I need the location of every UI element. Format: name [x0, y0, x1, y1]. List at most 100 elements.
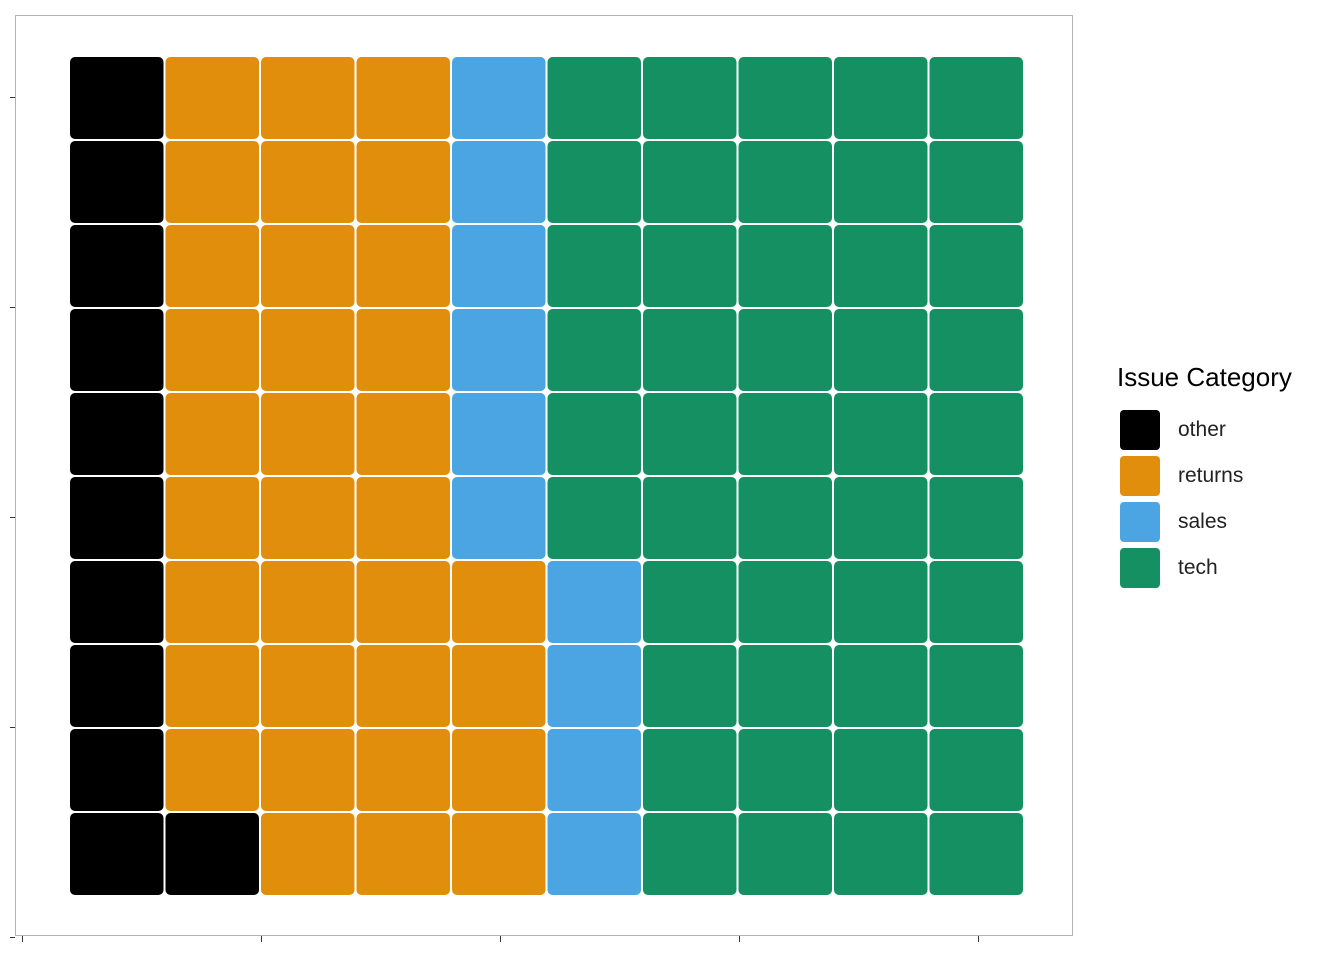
tile-sales — [547, 645, 641, 727]
tile-tech — [834, 225, 928, 307]
legend-items: other returns sales tech — [1117, 407, 1292, 591]
tile-tech — [929, 225, 1023, 307]
tile-tech — [929, 561, 1023, 643]
tile-tech — [738, 309, 832, 391]
tile-tech — [738, 393, 832, 475]
legend-key — [1120, 456, 1160, 496]
tile-returns — [165, 477, 259, 559]
tile-tech — [834, 57, 928, 139]
tile-returns — [261, 813, 355, 895]
tile-sales — [547, 561, 641, 643]
tile-tech — [643, 225, 737, 307]
tile-returns — [261, 225, 355, 307]
tile-returns — [356, 141, 450, 223]
tile-sales — [452, 393, 546, 475]
tile-other — [165, 813, 259, 895]
tile-returns — [356, 309, 450, 391]
tile-returns — [356, 477, 450, 559]
legend-label: other — [1178, 418, 1226, 441]
tile-returns — [165, 225, 259, 307]
tile-tech — [643, 729, 737, 811]
tile-returns — [261, 561, 355, 643]
tile-other — [70, 141, 164, 223]
tile-returns — [165, 393, 259, 475]
legend-item-returns: returns — [1117, 453, 1292, 499]
tile-tech — [834, 729, 928, 811]
tile-tech — [547, 57, 641, 139]
tile-returns — [356, 561, 450, 643]
tile-tech — [738, 729, 832, 811]
tile-returns — [261, 645, 355, 727]
tile-returns — [165, 141, 259, 223]
tile-tech — [738, 57, 832, 139]
tile-returns — [165, 561, 259, 643]
legend-key — [1120, 548, 1160, 588]
tile-other — [70, 393, 164, 475]
legend-label: returns — [1178, 464, 1244, 487]
waffle-tiles — [70, 57, 1023, 895]
tile-tech — [643, 645, 737, 727]
tile-tech — [929, 729, 1023, 811]
tile-tech — [929, 645, 1023, 727]
legend-key — [1120, 410, 1160, 450]
legend-item-sales: sales — [1117, 499, 1292, 545]
tile-returns — [356, 225, 450, 307]
tile-sales — [452, 309, 546, 391]
tile-returns — [356, 57, 450, 139]
tile-tech — [929, 57, 1023, 139]
tile-returns — [356, 729, 450, 811]
tile-tech — [738, 141, 832, 223]
tile-other — [70, 225, 164, 307]
tile-tech — [547, 141, 641, 223]
tile-tech — [738, 477, 832, 559]
tile-tech — [643, 141, 737, 223]
tile-tech — [547, 225, 641, 307]
tile-returns — [356, 813, 450, 895]
tile-other — [70, 477, 164, 559]
tile-returns — [452, 729, 546, 811]
legend-title: Issue Category — [1117, 362, 1292, 392]
tile-returns — [261, 57, 355, 139]
tile-returns — [356, 645, 450, 727]
tile-tech — [547, 309, 641, 391]
tile-tech — [643, 393, 737, 475]
tile-returns — [452, 813, 546, 895]
legend-label: tech — [1178, 556, 1218, 579]
tile-tech — [929, 477, 1023, 559]
tile-tech — [929, 141, 1023, 223]
legend-item-tech: tech — [1117, 545, 1292, 591]
tile-tech — [834, 813, 928, 895]
tile-other — [70, 813, 164, 895]
tile-sales — [452, 477, 546, 559]
legend-item-other: other — [1117, 407, 1292, 453]
tile-tech — [643, 813, 737, 895]
tile-tech — [834, 477, 928, 559]
tile-returns — [261, 393, 355, 475]
tile-returns — [165, 309, 259, 391]
tile-sales — [452, 225, 546, 307]
legend-label: sales — [1178, 510, 1228, 533]
tile-tech — [834, 141, 928, 223]
tile-tech — [738, 561, 832, 643]
tile-tech — [834, 309, 928, 391]
tile-tech — [738, 813, 832, 895]
tile-tech — [834, 645, 928, 727]
tile-tech — [834, 393, 928, 475]
tile-tech — [834, 561, 928, 643]
tile-returns — [165, 57, 259, 139]
tile-returns — [452, 645, 546, 727]
tile-tech — [929, 813, 1023, 895]
tile-tech — [547, 393, 641, 475]
tile-tech — [547, 477, 641, 559]
tile-tech — [643, 57, 737, 139]
tile-sales — [452, 141, 546, 223]
tile-tech — [929, 393, 1023, 475]
tile-returns — [261, 729, 355, 811]
tile-other — [70, 645, 164, 727]
y-axis-ticks — [10, 97, 15, 938]
tile-tech — [738, 645, 832, 727]
tile-tech — [643, 561, 737, 643]
tile-returns — [356, 393, 450, 475]
tile-other — [70, 309, 164, 391]
